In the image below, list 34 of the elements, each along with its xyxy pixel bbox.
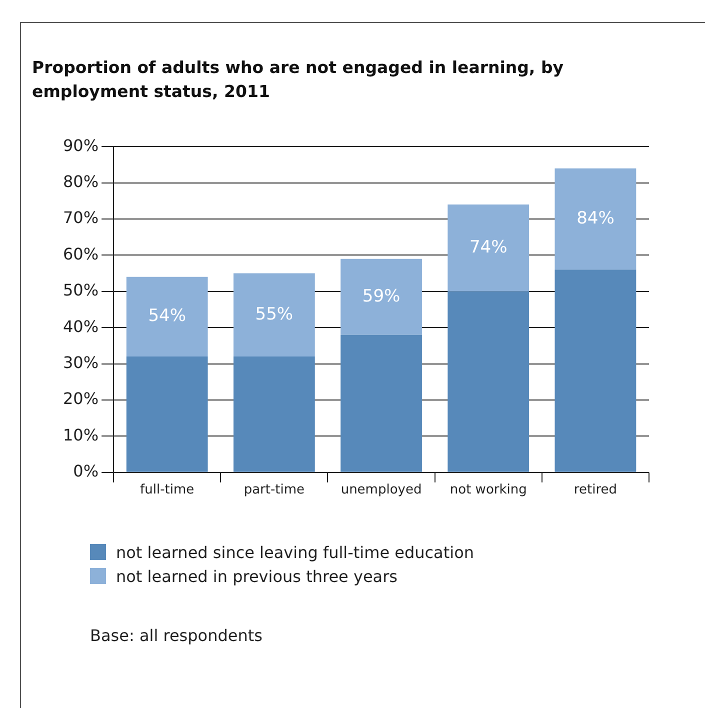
bar [126,356,208,472]
total-label: 74% [469,237,508,258]
x-tick-label: full-time [140,482,194,498]
total-label: 59% [362,286,400,306]
y-tick-label: 50% [63,280,99,300]
y-tick-label: 30% [63,352,99,372]
total-label: 55% [255,304,294,324]
y-tick-label: 60% [63,244,99,264]
legend-label: not learned since leaving full-time education [116,542,474,562]
chart-title: Proportion of adults who are not engaged in learning, by employment status, 2011 [32,57,565,103]
y-tick-label: 90% [63,136,99,155]
x-tick-label: retired [574,482,617,498]
y-tick-label: 10% [63,425,99,444]
bar [234,356,315,472]
bar [554,270,636,472]
y-tick-label: 80% [63,172,99,191]
legend-label: not learned in previous three years [116,566,398,586]
y-tick-label: 40% [63,316,99,336]
total-label: 84% [576,208,614,228]
bar [554,168,636,270]
x-tick-label: part-time [244,482,305,498]
bar [126,276,208,357]
y-tick-label: 70% [63,208,99,228]
x-tick-label: not working [450,482,527,498]
bar [340,258,422,335]
y-tick-label: 20% [63,389,99,408]
total-label: 54% [148,306,186,326]
y-tick-label: 0% [73,462,99,481]
bar [448,204,530,292]
text: Base: all respondents [90,626,262,645]
bar [448,291,530,472]
x-tick-label: unemployed [340,482,422,498]
bar [340,334,422,472]
bar [234,273,315,357]
